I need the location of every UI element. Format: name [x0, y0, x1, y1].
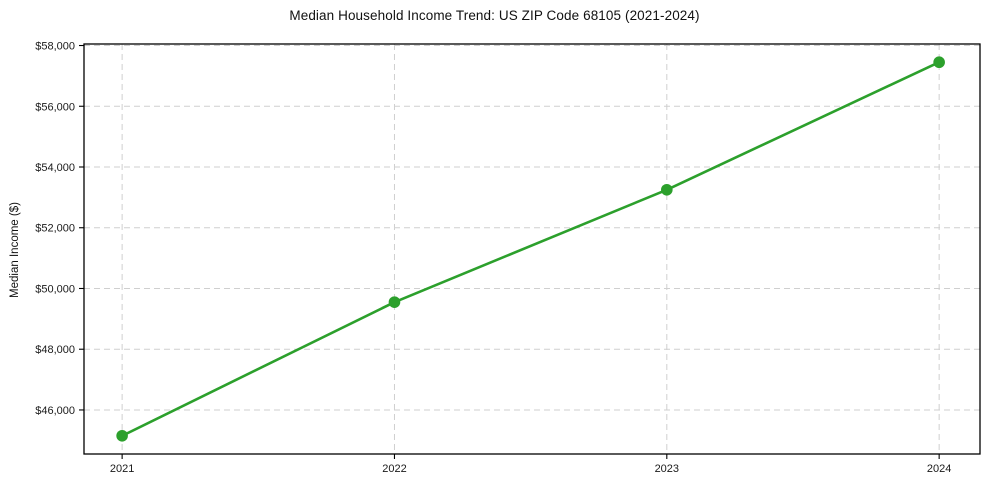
x-tick-label: 2023: [655, 463, 679, 475]
data-point-2022: [388, 296, 401, 308]
plot-border: [83, 43, 981, 455]
y-tick-label: $50,000: [35, 283, 75, 295]
y-tick-label: $58,000: [35, 41, 75, 53]
y-tick-label: $46,000: [35, 405, 75, 417]
y-tick-label: $54,000: [35, 162, 75, 174]
x-tick-label: 2022: [382, 463, 406, 475]
data-point-2023: [661, 183, 673, 196]
trend-line: [120, 60, 941, 438]
y-tick-label: $48,000: [35, 344, 75, 356]
data-point-2021: [116, 429, 128, 442]
data-point-2024: [933, 56, 945, 69]
y-tick-label: $56,000: [35, 101, 75, 113]
chart-title: Median Household Income Trend: US ZIP Co…: [289, 8, 700, 23]
x-tick-label: 2021: [110, 463, 134, 475]
y-tick-label: $52,000: [35, 223, 75, 235]
x-tick-label: 2024: [927, 463, 951, 475]
